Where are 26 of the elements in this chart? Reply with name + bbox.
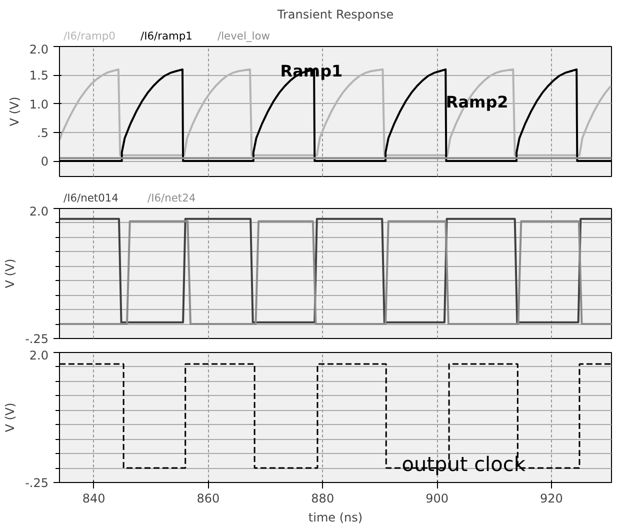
y-tick-label: 2.0 — [29, 42, 49, 56]
y-tick-label: -.25 — [25, 332, 49, 346]
chart-title: Transient Response — [276, 8, 394, 22]
annotation: Ramp2 — [446, 92, 508, 112]
y-tick-label: 2.0 — [29, 348, 49, 362]
y-axis-title: V (V) — [3, 258, 18, 288]
y-tick-label: -.25 — [25, 476, 49, 490]
series-label: /I6/net24 — [148, 192, 196, 204]
y-axis-title: V (V) — [7, 96, 22, 126]
series-label: /I6/net014 — [64, 192, 119, 204]
annotation: output clock — [402, 452, 526, 476]
y-tick-label: 1.0 — [29, 97, 49, 112]
y-tick-label: .5 — [37, 126, 49, 140]
y-axis-title: V (V) — [3, 402, 18, 432]
x-tick-label: 920 — [540, 492, 563, 506]
y-tick-label: 1.5 — [29, 68, 49, 83]
text: /level_low — [218, 30, 270, 42]
text: /I6/ramp0 — [64, 30, 116, 42]
y-tick-label: 0 — [40, 154, 49, 169]
y-tick-label: 2.0 — [29, 204, 49, 218]
x-axis-title: time (ns) — [308, 510, 363, 524]
x-tick-label: 880 — [311, 492, 334, 506]
text: /I6/ramp1 — [140, 30, 192, 42]
x-tick-label: 860 — [196, 492, 220, 506]
x-tick-label: 900 — [426, 492, 448, 506]
x-tick-label: 840 — [82, 492, 106, 506]
